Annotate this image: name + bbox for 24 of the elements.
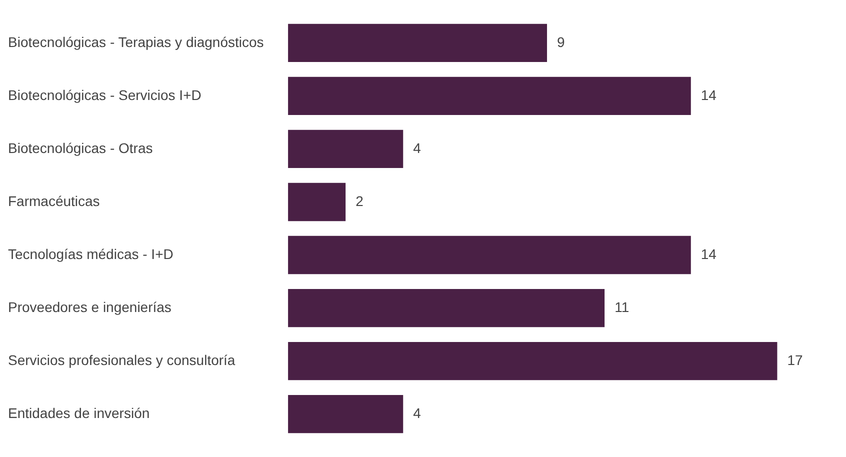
- data-label: 9: [557, 34, 566, 50]
- bar: [288, 236, 691, 274]
- data-label: 4: [413, 140, 422, 156]
- y-tick-label: Biotecnológicas - Servicios I+D: [8, 86, 202, 103]
- bar: [288, 342, 778, 380]
- data-label: 2: [356, 192, 364, 209]
- data-label: 14: [700, 86, 717, 103]
- data-label: 14: [700, 246, 717, 262]
- data-label: 11: [614, 298, 630, 315]
- bar: [288, 76, 691, 116]
- y-tick-label: Biotecnológicas - Terapias y diagnósticos: [8, 34, 264, 50]
- bar: [288, 288, 605, 328]
- bar: [288, 182, 346, 222]
- y-tick-label: Biotecnológicas - Otras: [8, 140, 153, 156]
- data-label: 4: [413, 404, 422, 421]
- bar: [288, 130, 404, 168]
- y-tick-label: Servicios profesionales y consultoría: [8, 352, 236, 368]
- y-tick-label: Tecnologías médicas - I+D: [8, 246, 174, 262]
- data-label: 17: [787, 352, 804, 368]
- bar: [288, 395, 404, 434]
- y-tick-label: Proveedores e ingenierías: [8, 298, 172, 315]
- bar: [288, 24, 548, 62]
- y-tick-label: Farmacéuticas: [8, 192, 100, 209]
- y-tick-label: Entidades de inversión: [8, 404, 150, 421]
